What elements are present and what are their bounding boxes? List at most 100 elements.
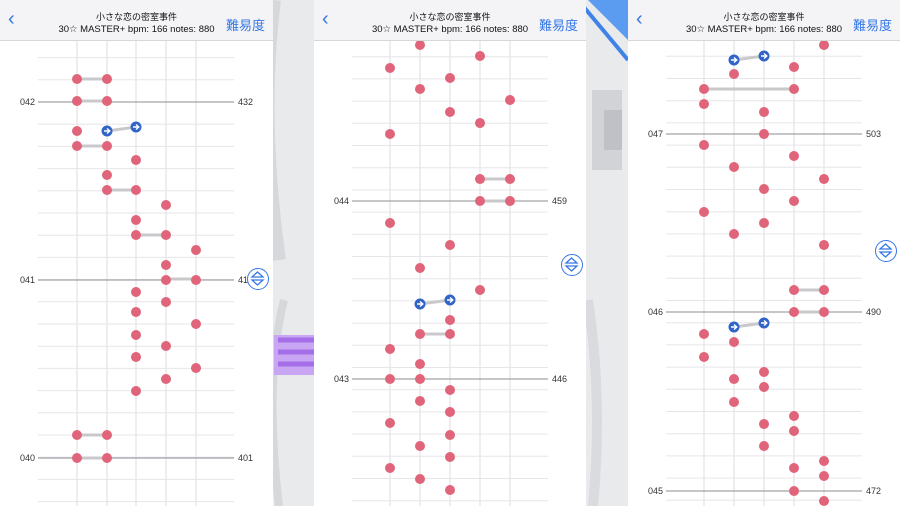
measure-number: 046 bbox=[648, 307, 663, 317]
tap-note bbox=[72, 126, 82, 136]
tap-note bbox=[789, 84, 799, 94]
tap-note bbox=[445, 107, 455, 117]
tap-note bbox=[415, 441, 425, 451]
tap-note bbox=[729, 162, 739, 172]
tap-note bbox=[475, 51, 485, 61]
tap-note bbox=[759, 218, 769, 228]
scroll-toggle-button[interactable] bbox=[247, 268, 269, 290]
tap-note bbox=[161, 230, 171, 240]
tap-note bbox=[415, 84, 425, 94]
tap-note bbox=[475, 196, 485, 206]
up-down-arrows-icon bbox=[250, 271, 265, 286]
tap-note bbox=[759, 129, 769, 139]
up-down-arrows-icon bbox=[878, 243, 893, 258]
tap-note bbox=[789, 463, 799, 473]
chevron-left-icon[interactable]: ‹ bbox=[636, 8, 643, 30]
tap-note bbox=[819, 496, 829, 506]
difficulty-button[interactable]: 難易度 bbox=[852, 18, 892, 33]
tap-note bbox=[505, 196, 515, 206]
difficulty-button[interactable]: 難易度 bbox=[225, 18, 265, 33]
tap-note bbox=[505, 95, 515, 105]
measure-number: 040 bbox=[20, 453, 35, 463]
combo-count: 459 bbox=[552, 196, 567, 206]
tap-note bbox=[729, 229, 739, 239]
song-title: 小さな恋の密室事件 bbox=[723, 12, 805, 22]
tap-note bbox=[131, 330, 141, 340]
flick-note bbox=[414, 298, 426, 310]
scroll-toggle-button[interactable] bbox=[561, 254, 583, 276]
tap-note bbox=[161, 275, 171, 285]
scroll-toggle-button[interactable] bbox=[875, 240, 897, 262]
tap-note bbox=[102, 453, 112, 463]
tap-note bbox=[102, 430, 112, 440]
tap-note bbox=[131, 287, 141, 297]
combo-count: 503 bbox=[866, 129, 881, 139]
combo-count: 432 bbox=[238, 97, 253, 107]
tap-note bbox=[819, 174, 829, 184]
note-chart[interactable]: 044 459 043 446 bbox=[314, 41, 586, 506]
tap-note bbox=[729, 374, 739, 384]
tap-note bbox=[385, 129, 395, 139]
tap-note bbox=[385, 344, 395, 354]
tap-note bbox=[445, 407, 455, 417]
flick-note bbox=[758, 50, 770, 62]
tap-note bbox=[699, 207, 709, 217]
tap-note bbox=[385, 218, 395, 228]
note-chart[interactable]: 042 432 041 416 040 401 bbox=[0, 41, 273, 506]
background-gap-right bbox=[548, 0, 628, 506]
tap-note bbox=[445, 430, 455, 440]
tap-note bbox=[699, 352, 709, 362]
tap-note bbox=[759, 107, 769, 117]
tap-note bbox=[385, 63, 395, 73]
tap-note bbox=[161, 200, 171, 210]
tap-note bbox=[789, 196, 799, 206]
flick-note bbox=[101, 125, 113, 137]
chevron-left-icon[interactable]: ‹ bbox=[8, 8, 15, 30]
measure-number: 043 bbox=[334, 374, 349, 384]
difficulty-button[interactable]: 難易度 bbox=[538, 18, 578, 33]
song-subtitle: 30☆ MASTER+ bpm: 166 notes: 880 bbox=[371, 24, 529, 35]
tap-note bbox=[415, 396, 425, 406]
song-title: 小さな恋の密室事件 bbox=[95, 12, 177, 22]
tap-note bbox=[445, 485, 455, 495]
tap-note bbox=[819, 285, 829, 295]
measure-number: 042 bbox=[20, 97, 35, 107]
tap-note bbox=[161, 297, 171, 307]
tap-note bbox=[72, 96, 82, 106]
tap-note bbox=[445, 240, 455, 250]
tap-note bbox=[445, 73, 455, 83]
tap-note bbox=[72, 430, 82, 440]
tap-note bbox=[475, 118, 485, 128]
tap-note bbox=[819, 456, 829, 466]
tap-note bbox=[415, 474, 425, 484]
tap-note bbox=[759, 419, 769, 429]
tap-note bbox=[191, 319, 201, 329]
tap-note bbox=[789, 307, 799, 317]
tap-note bbox=[415, 329, 425, 339]
tap-note bbox=[729, 397, 739, 407]
tap-note bbox=[445, 315, 455, 325]
tap-note bbox=[131, 155, 141, 165]
tap-note bbox=[385, 374, 395, 384]
tap-note bbox=[415, 359, 425, 369]
tap-note bbox=[505, 174, 515, 184]
tap-note bbox=[759, 441, 769, 451]
song-subtitle: 30☆ MASTER+ bpm: 166 notes: 880 bbox=[685, 24, 843, 35]
measure-number: 041 bbox=[20, 275, 35, 285]
tap-note bbox=[131, 352, 141, 362]
tap-note bbox=[161, 260, 171, 270]
tap-note bbox=[131, 215, 141, 225]
tap-note bbox=[131, 386, 141, 396]
tap-note bbox=[759, 367, 769, 377]
tap-note bbox=[789, 151, 799, 161]
tap-note bbox=[131, 307, 141, 317]
tap-note bbox=[699, 84, 709, 94]
note-chart[interactable]: 047 503 046 490 045 472 bbox=[628, 41, 900, 506]
chart-panel-3: ‹ 小さな恋の密室事件 30☆ MASTER+ bpm: 166 notes: … bbox=[628, 0, 900, 506]
tap-note bbox=[191, 363, 201, 373]
tap-note bbox=[131, 185, 141, 195]
tap-note bbox=[759, 184, 769, 194]
decorative-panel-graphic bbox=[576, 0, 628, 506]
tap-note bbox=[131, 230, 141, 240]
chevron-left-icon[interactable]: ‹ bbox=[322, 8, 329, 30]
